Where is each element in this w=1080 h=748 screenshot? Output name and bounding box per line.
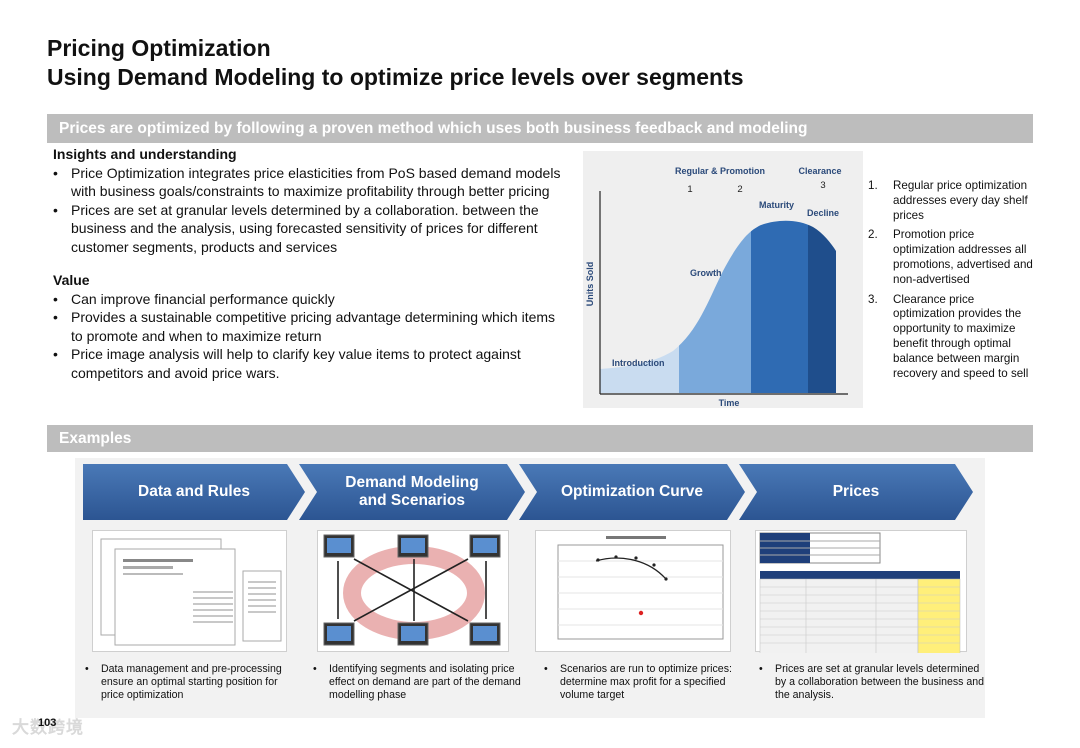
examples-banner: Examples	[47, 425, 1033, 452]
demand-modeling-thumbnail	[317, 530, 509, 652]
note-item: 2. Promotion price optimization addresse…	[866, 228, 1036, 287]
value-heading: Value	[53, 272, 90, 288]
method-banner: Prices are optimized by following a prov…	[47, 114, 1033, 143]
watermark: 大数跨境	[12, 718, 84, 737]
lifecycle-diagram: Units Sold Time Regular & Promotion Clea…	[583, 151, 863, 408]
note-item: 1. Regular price optimization addresses …	[866, 179, 1036, 223]
note-number: 1.	[868, 179, 878, 192]
note-text: Promotion price optimization addresses a…	[893, 228, 1033, 286]
document-pages-image	[100, 538, 282, 646]
page-number: 103	[38, 717, 57, 729]
scenario-network-image	[323, 534, 501, 646]
value-bullet: Provides a sustainable competitive prici…	[53, 308, 563, 345]
insights-heading: Insights and understanding	[53, 146, 237, 162]
note-text: Regular price optimization addresses eve…	[893, 179, 1028, 222]
optimization-curve-thumbnail	[535, 530, 731, 652]
examples-panel: Data and Rules Demand Modeling and Scenar…	[75, 458, 985, 718]
value-bullet: Price image analysis will help to clarif…	[53, 345, 563, 382]
lifecycle-svg: Units Sold Time Regular & Promotion Clea…	[585, 166, 848, 408]
step-data-and-rules: Data and Rules	[83, 464, 305, 520]
value-list: Can improve financial performance quickl…	[53, 290, 563, 383]
caption-demand-modeling: • Identifying segments and isolating pric…	[313, 663, 521, 701]
step-label: Optimization Curve	[560, 483, 704, 500]
step-optimization-curve: Optimization Curve	[519, 464, 745, 520]
clearance-label: Clearance	[798, 166, 841, 176]
value-bullet: Can improve financial performance quickl…	[53, 290, 563, 309]
regular-promotion-label: Regular & Promotion	[675, 166, 765, 176]
caption-data-rules: • Data management and pre-processing ensu…	[85, 663, 282, 701]
caption-prices: • Prices are set at granular levels deter…	[759, 663, 985, 701]
note-number: 3.	[868, 292, 878, 306]
insights-section: Insights and understanding Price Optimiz…	[53, 145, 563, 382]
marker-3: 3	[820, 180, 825, 191]
title-line-1: Pricing Optimization	[47, 35, 271, 61]
growth-region	[679, 220, 751, 394]
caption-optimization-curve: • Scenarios are run to optimize prices: d…	[544, 663, 732, 701]
stage-decline: Decline	[807, 208, 839, 218]
page-title: Pricing Optimization Using Demand Modeli…	[47, 34, 744, 92]
step-label: Demand Modeling and Scenarios	[345, 474, 479, 509]
marker-1: 1	[687, 184, 692, 195]
step-label: Prices	[832, 483, 880, 500]
title-line-2: Using Demand Modeling to optimize price …	[47, 64, 744, 90]
note-number: 2.	[868, 228, 878, 242]
marker-2: 2	[737, 184, 742, 195]
step-label: Data and Rules	[138, 483, 250, 500]
stage-introduction: Introduction	[612, 358, 665, 368]
maturity-region	[751, 220, 808, 394]
stage-maturity: Maturity	[759, 200, 794, 210]
stage-growth: Growth	[690, 268, 722, 278]
step-demand-modeling: Demand Modeling and Scenarios	[299, 464, 525, 520]
price-table-image	[759, 532, 961, 656]
x-axis-label: Time	[719, 398, 740, 408]
insights-list: Price Optimization integrates price elas…	[53, 164, 563, 257]
insights-bullet: Prices are set at granular levels determ…	[53, 201, 563, 257]
note-text: Clearance price optimization provides th…	[893, 292, 1029, 380]
y-axis-label: Units Sold	[585, 262, 595, 307]
step-prices: Prices	[739, 464, 973, 520]
note-item: 3. Clearance price optimization provides…	[866, 293, 1036, 382]
price-type-notes: 1. Regular price optimization addresses …	[866, 179, 1036, 386]
prices-table-thumbnail	[755, 530, 967, 656]
data-rules-thumbnail	[92, 530, 287, 652]
decline-region	[808, 220, 836, 394]
efficient-frontier-image	[557, 536, 724, 640]
insights-bullet: Price Optimization integrates price elas…	[53, 164, 563, 201]
